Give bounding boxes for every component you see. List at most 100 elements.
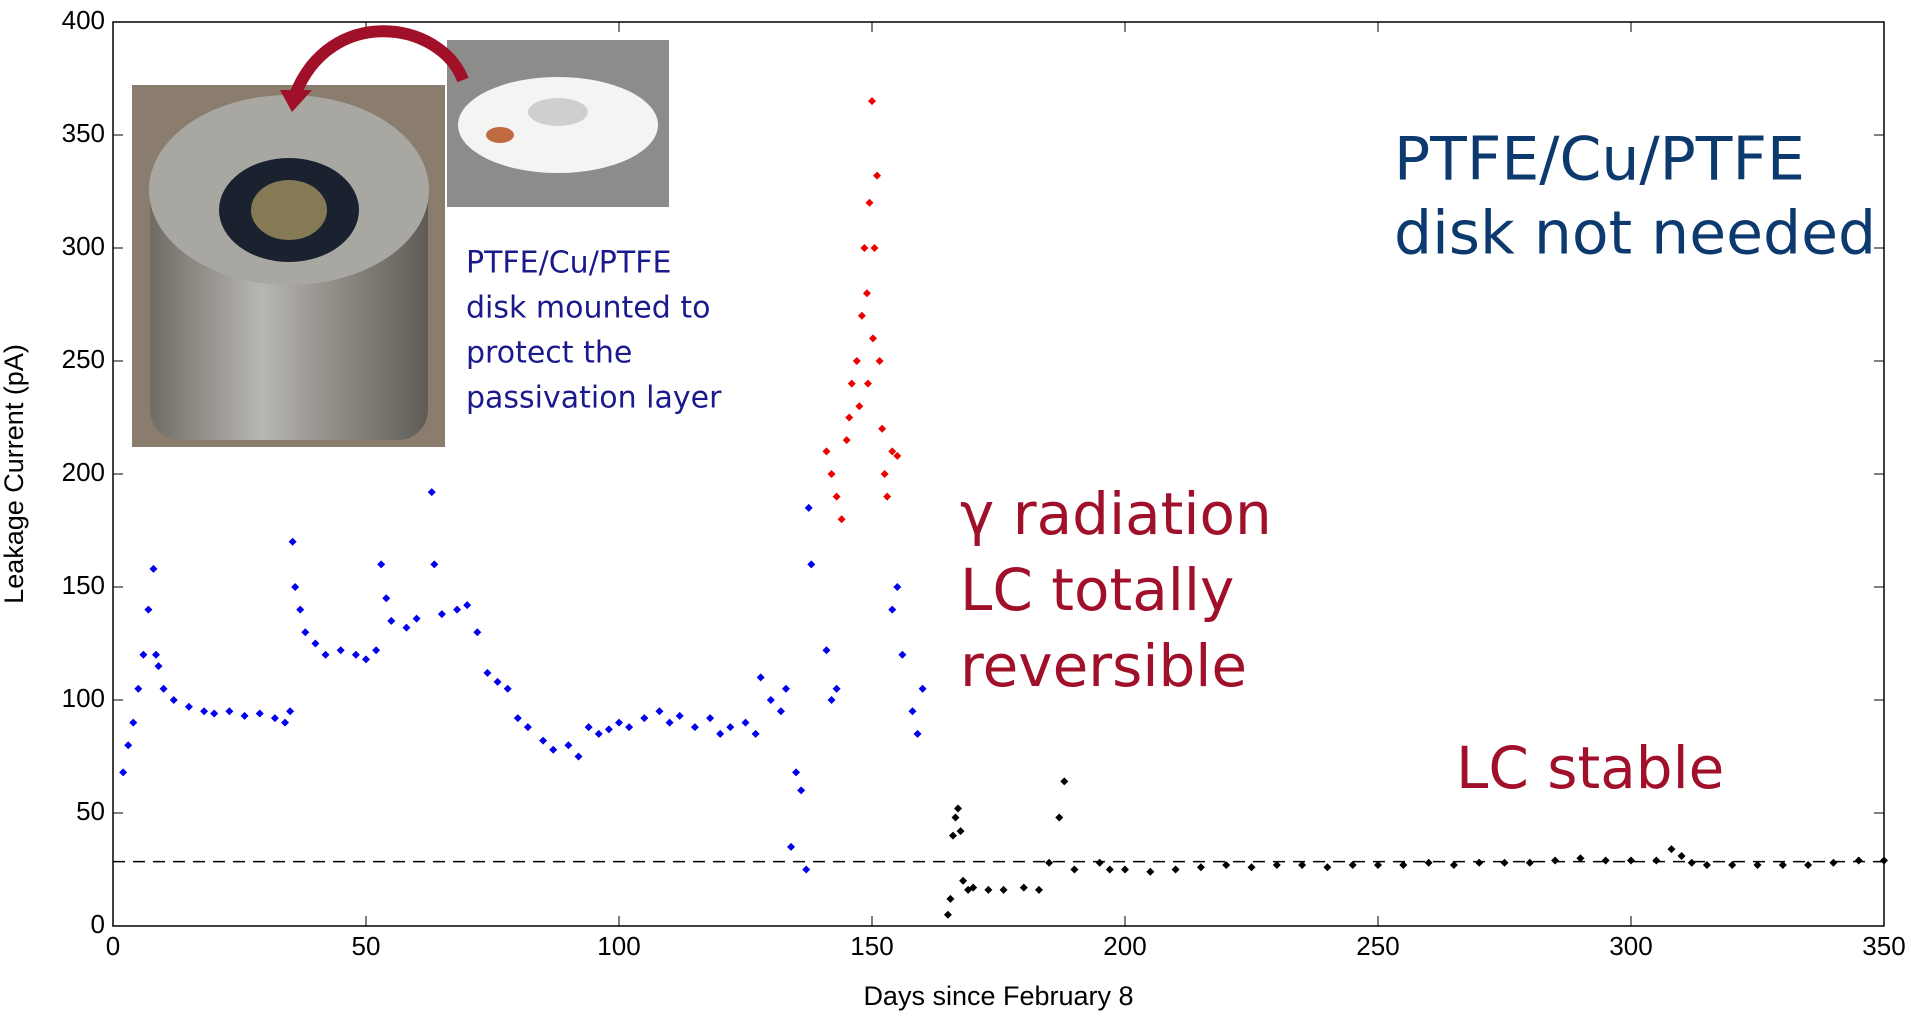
point	[868, 97, 876, 106]
point	[286, 707, 295, 716]
point	[483, 668, 492, 677]
point	[862, 289, 871, 298]
point	[1475, 858, 1484, 867]
annotation: PTFE/Cu/PTFE	[1394, 125, 1805, 195]
disk-hole	[528, 98, 588, 126]
point	[869, 334, 878, 343]
y-axis-label: Leakage Current (pA)	[0, 344, 29, 604]
point	[948, 831, 957, 840]
point	[832, 684, 841, 693]
point	[880, 470, 889, 478]
point	[842, 436, 851, 445]
x-tick-label: 250	[1356, 931, 1399, 961]
point	[169, 696, 178, 704]
copper	[486, 127, 514, 143]
point	[387, 616, 396, 625]
point	[873, 171, 882, 180]
point	[751, 729, 760, 738]
point	[336, 646, 345, 655]
point	[296, 605, 305, 614]
point	[154, 662, 163, 671]
y-tick-label: 150	[62, 570, 105, 600]
point	[984, 885, 993, 894]
point	[893, 451, 902, 460]
point	[898, 650, 907, 659]
point	[943, 910, 952, 919]
point	[1298, 860, 1307, 869]
point	[184, 702, 193, 711]
point	[1702, 860, 1711, 869]
point	[523, 723, 532, 732]
annotation: reversible	[960, 632, 1247, 700]
point	[430, 560, 439, 569]
y-tick-label: 0	[91, 909, 105, 939]
point	[288, 537, 297, 546]
x-tick-label: 100	[597, 931, 640, 961]
annotation: disk mounted to	[466, 291, 710, 326]
point	[301, 628, 310, 637]
point	[1019, 883, 1028, 892]
cylinder-core	[251, 180, 327, 240]
point	[1424, 858, 1433, 867]
point	[240, 711, 249, 720]
point	[549, 745, 558, 754]
y-tick-label: 50	[76, 796, 105, 826]
point	[756, 673, 765, 682]
point	[159, 684, 168, 693]
point	[893, 583, 902, 591]
point	[412, 614, 421, 623]
annotation: disk not needed	[1394, 199, 1876, 269]
point	[1449, 860, 1458, 869]
point	[1055, 813, 1064, 822]
point	[124, 741, 133, 750]
series	[943, 777, 1888, 919]
point	[513, 714, 522, 723]
y-tick-label: 200	[62, 457, 105, 487]
point	[969, 883, 978, 892]
point	[792, 768, 801, 777]
point	[946, 894, 955, 903]
point	[665, 718, 674, 727]
point	[956, 827, 965, 836]
point	[1045, 858, 1054, 867]
arrow	[289, 25, 469, 98]
point	[149, 564, 158, 573]
point	[959, 876, 968, 885]
x-tick-label: 200	[1103, 931, 1146, 961]
point	[225, 707, 234, 716]
point	[1146, 867, 1155, 876]
point	[1627, 856, 1635, 865]
point	[1500, 858, 1509, 867]
point	[954, 804, 963, 813]
point	[837, 515, 846, 524]
point	[382, 594, 391, 603]
point	[594, 729, 603, 738]
point	[807, 560, 816, 569]
point	[802, 865, 811, 874]
point	[716, 729, 725, 738]
point	[584, 723, 593, 732]
point	[951, 813, 960, 822]
x-tick-label: 300	[1609, 931, 1652, 961]
point	[351, 650, 360, 659]
point	[875, 357, 884, 365]
point	[200, 707, 209, 716]
point	[574, 752, 583, 761]
point	[822, 646, 831, 655]
point	[855, 402, 864, 411]
point	[210, 709, 219, 718]
point	[1880, 856, 1888, 865]
point	[845, 413, 854, 422]
point	[615, 718, 623, 727]
point	[453, 605, 462, 614]
point	[766, 696, 775, 704]
point	[427, 488, 436, 497]
point	[1095, 858, 1104, 867]
point	[1728, 860, 1737, 869]
point	[1829, 858, 1838, 867]
point	[655, 707, 664, 716]
point	[822, 447, 831, 456]
point	[690, 723, 699, 732]
point	[860, 244, 869, 252]
point	[852, 357, 861, 365]
